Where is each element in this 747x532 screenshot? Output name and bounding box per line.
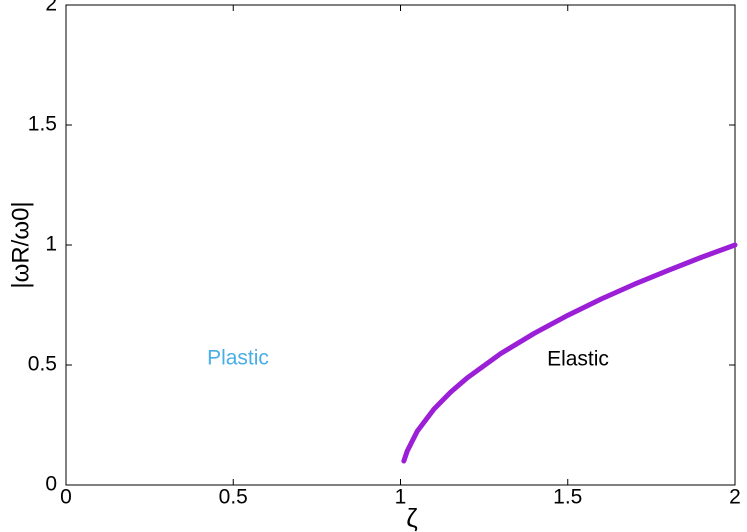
y-tick-label: 0	[45, 473, 57, 496]
x-tick-label: 1.5	[553, 486, 582, 509]
y-tick-label: 2	[45, 0, 57, 16]
annotation: Elastic	[547, 348, 609, 371]
plot-frame	[65, 4, 736, 486]
x-axis-label: ζ	[406, 503, 417, 532]
y-tick-label: 1	[45, 233, 57, 256]
x-tick-label: 2	[729, 486, 741, 509]
y-tick-label: 0.5	[28, 353, 57, 376]
annotation: Plastic	[207, 347, 269, 370]
x-tick-label: 0	[60, 486, 72, 509]
y-tick-label: 1.5	[28, 113, 57, 136]
x-tick-label: 1	[395, 486, 407, 509]
y-axis-label: |ωR/ω0|	[7, 201, 34, 288]
data-line	[401, 242, 738, 464]
x-tick-label: 0.5	[219, 486, 248, 509]
